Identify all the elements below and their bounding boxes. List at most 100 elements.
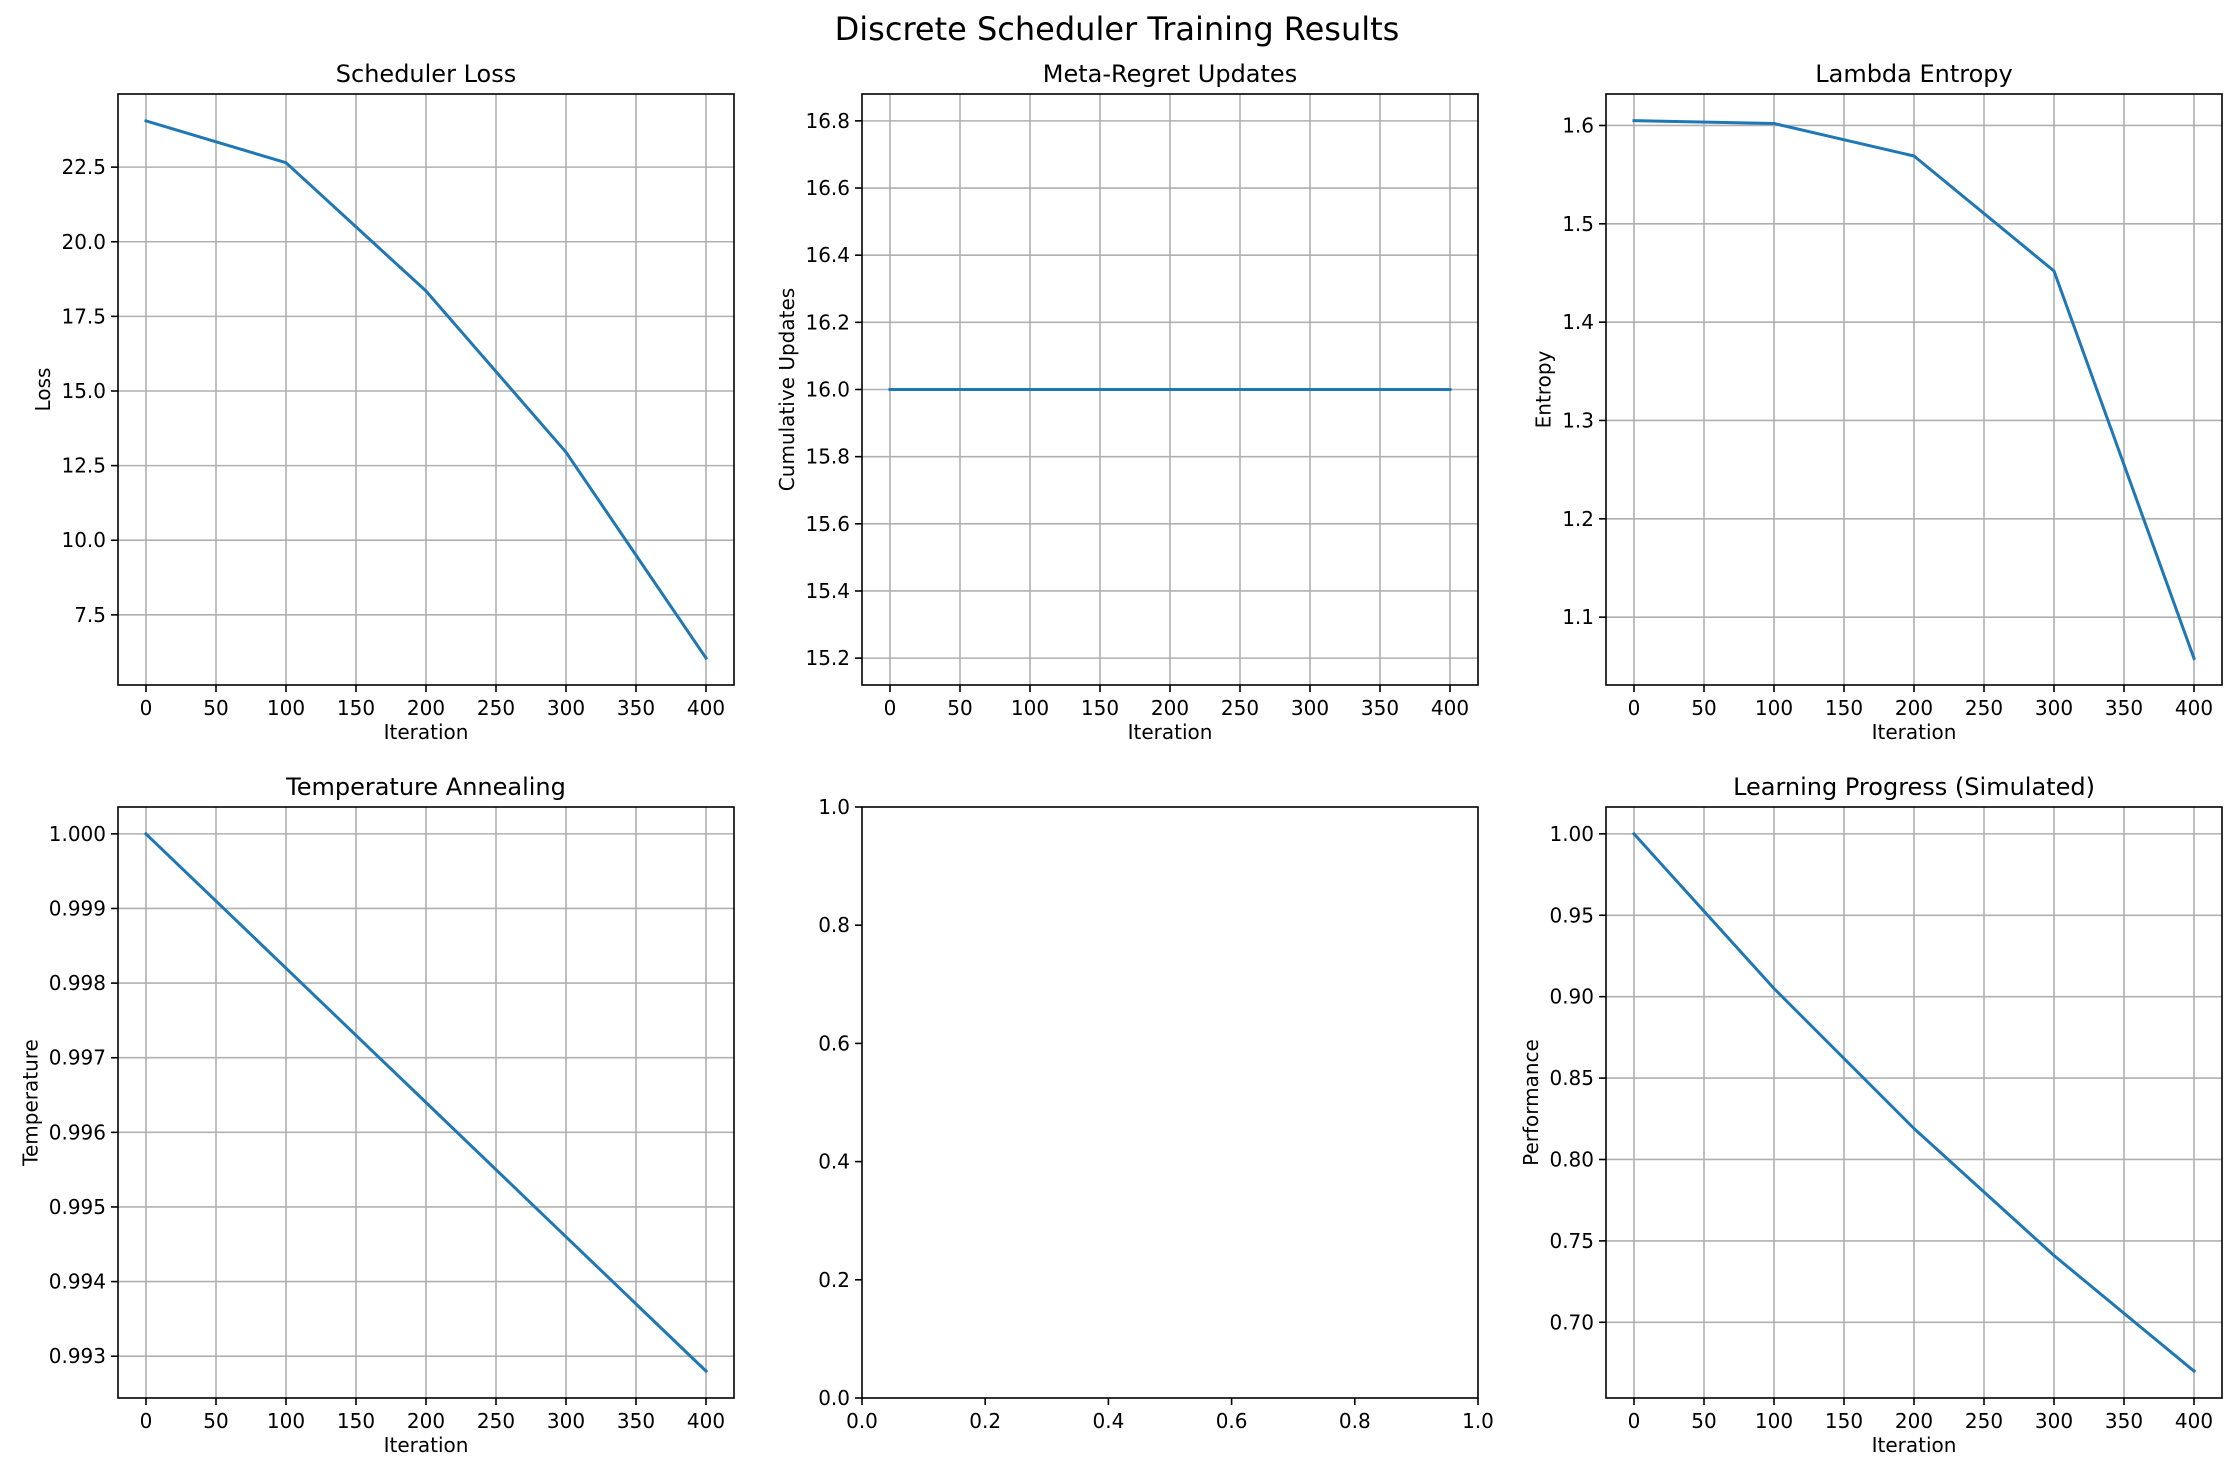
x-tick-label: 250	[1965, 1409, 2003, 1433]
y-axis-label: Loss	[31, 368, 55, 412]
x-tick-label: 300	[2035, 696, 2073, 720]
x-tick-label: 350	[2105, 1409, 2143, 1433]
x-tick-label: 400	[2175, 696, 2213, 720]
y-tick-label: 0.994	[49, 1270, 106, 1294]
x-tick-label: 350	[1361, 696, 1399, 720]
subplot-title: Scheduler Loss	[336, 60, 516, 88]
y-tick-label: 0.996	[49, 1120, 106, 1144]
y-tick-label: 0.4	[818, 1150, 850, 1174]
x-tick-label: 100	[1755, 1409, 1793, 1433]
y-tick-label: 0.80	[1549, 1147, 1594, 1171]
y-tick-label: 15.2	[805, 646, 850, 670]
series-line	[1631, 831, 2197, 1374]
subplot-title: Lambda Entropy	[1815, 60, 2013, 88]
subplot-1: 0 50 100 150 200 250 300 350 400 7.5 10.0 12.5 15.0 1…	[31, 60, 735, 744]
series-line	[144, 119, 709, 661]
y-tick-label: 1.00	[1549, 822, 1594, 846]
subplot-5: 0.0 0.2 0.4 0.6 0.8 1.0 0.0 0.2 0.4 0.6 0.8 1.0	[818, 795, 1494, 1433]
y-tick-label: 1.000	[49, 822, 106, 846]
subplot-title: Meta-Regret Updates	[1043, 60, 1297, 88]
y-tick-label: 1.2	[1562, 507, 1594, 531]
y-tick-label: 17.5	[61, 304, 106, 328]
x-tick-label: 300	[1291, 696, 1329, 720]
x-tick-label: 200	[407, 1409, 445, 1433]
y-tick-label: 0.999	[49, 896, 106, 920]
y-tick-label: 0.8	[818, 913, 850, 937]
y-tick-label: 0.998	[49, 971, 106, 995]
x-tick-label: 50	[203, 1409, 228, 1433]
x-tick-label: 200	[407, 696, 445, 720]
x-tick-label: 400	[687, 1409, 725, 1433]
y-axis-label: Entropy	[1532, 350, 1556, 428]
x-tick-label: 0	[1628, 696, 1641, 720]
subplots: 0 50 100 150 200 250 300 350 400 7.5 10.0 12.5 15.0 1…	[19, 60, 2223, 1457]
y-tick-label: 15.8	[805, 445, 850, 469]
x-tick-label: 0.8	[1339, 1409, 1371, 1433]
x-axis-label: Iteration	[1872, 1433, 1957, 1457]
x-tick-label: 0	[884, 696, 897, 720]
y-tick-label: 1.6	[1562, 113, 1594, 137]
y-tick-label: 0.0	[818, 1386, 850, 1410]
y-tick-label: 15.0	[61, 379, 106, 403]
x-tick-label: 1.0	[1462, 1409, 1494, 1433]
x-tick-label: 0.4	[1092, 1409, 1124, 1433]
y-tick-label: 0.993	[49, 1344, 106, 1368]
x-tick-label: 50	[1691, 696, 1716, 720]
y-tick-label: 15.4	[805, 579, 850, 603]
axes-frame	[861, 806, 1479, 1399]
x-tick-label: 250	[1221, 696, 1259, 720]
y-tick-label: 1.5	[1562, 212, 1594, 236]
x-tick-label: 0.0	[846, 1409, 878, 1433]
x-tick-label: 300	[547, 1409, 585, 1433]
x-tick-label: 150	[1825, 696, 1863, 720]
x-tick-label: 0	[140, 1409, 153, 1433]
x-tick-label: 100	[1755, 696, 1793, 720]
x-tick-label: 200	[1895, 1409, 1933, 1433]
x-tick-label: 250	[477, 1409, 515, 1433]
y-tick-label: 0.70	[1549, 1310, 1594, 1334]
subplot-title: Learning Progress (Simulated)	[1733, 773, 2095, 801]
subplot-6: 0 50 100 150 200 250 300 350 400 0.70 0.75 0.80 0.85…	[1519, 773, 2223, 1457]
series-line	[1632, 119, 2196, 661]
x-tick-label: 50	[1691, 1409, 1716, 1433]
y-tick-label: 1.3	[1562, 408, 1594, 432]
x-tick-label: 350	[617, 696, 655, 720]
y-tick-label: 7.5	[74, 603, 106, 627]
y-tick-label: 0.95	[1549, 903, 1594, 927]
x-tick-label: 350	[2105, 696, 2143, 720]
y-tick-label: 1.1	[1562, 605, 1594, 629]
x-tick-label: 250	[477, 696, 515, 720]
x-tick-label: 250	[1965, 696, 2003, 720]
series-line	[143, 831, 709, 1374]
x-axis-label: Iteration	[384, 720, 469, 744]
x-tick-label: 400	[2175, 1409, 2213, 1433]
x-tick-label: 350	[617, 1409, 655, 1433]
x-tick-label: 100	[1011, 696, 1049, 720]
x-tick-label: 400	[687, 696, 725, 720]
y-tick-label: 16.8	[805, 109, 850, 133]
subplot-title: Temperature Annealing	[285, 773, 566, 801]
y-tick-label: 0.85	[1549, 1066, 1594, 1090]
y-axis-label: Temperature	[19, 1039, 43, 1167]
x-tick-label: 0.6	[1216, 1409, 1248, 1433]
y-tick-label: 15.6	[805, 512, 850, 536]
x-tick-label: 150	[337, 696, 375, 720]
x-axis-label: Iteration	[1128, 720, 1213, 744]
figure-title: Discrete Scheduler Training Results	[835, 10, 1400, 48]
x-tick-label: 200	[1151, 696, 1189, 720]
y-tick-label: 22.5	[61, 155, 106, 179]
y-axis-label: Cumulative Updates	[775, 288, 799, 491]
x-tick-label: 100	[267, 696, 305, 720]
y-tick-label: 12.5	[61, 454, 106, 478]
y-tick-label: 16.6	[805, 176, 850, 200]
x-tick-label: 0	[140, 696, 153, 720]
y-tick-label: 0.75	[1549, 1229, 1594, 1253]
x-axis-label: Iteration	[1872, 720, 1957, 744]
x-tick-label: 150	[1825, 1409, 1863, 1433]
x-tick-label: 300	[547, 696, 585, 720]
x-tick-label: 300	[2035, 1409, 2073, 1433]
subplot-4: 0 50 100 150 200 250 300 350 400 0.993 0.994 0.995 0…	[19, 773, 735, 1457]
y-tick-label: 0.997	[49, 1046, 106, 1070]
